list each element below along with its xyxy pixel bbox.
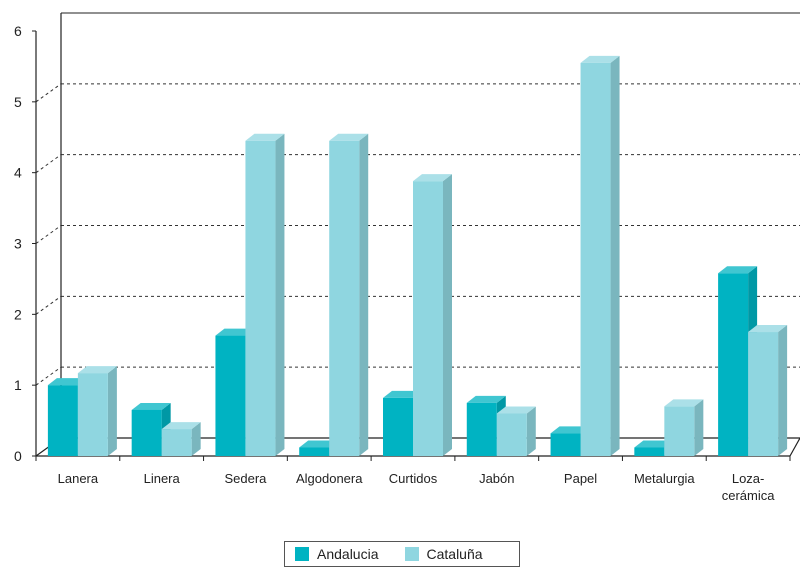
legend: Andalucia Cataluña [284, 541, 520, 567]
bar-top [161, 422, 201, 430]
bar-top [413, 174, 452, 182]
gridline-side-1 [35, 366, 62, 386]
legend-label-cataluna: Cataluña [426, 546, 483, 562]
bar-front [329, 140, 360, 456]
bar-top [664, 399, 704, 407]
tick-labels: 0 1 2 3 4 5 6 Lanera Linera Sedera Algodonera Curti… [14, 23, 775, 503]
gridlines [35, 83, 800, 386]
bar-top [299, 440, 339, 448]
bar-top [215, 328, 255, 336]
gridline-side-5 [35, 83, 62, 103]
y-tick-label-0: 0 [14, 448, 22, 464]
legend-item-andalucia: Andalucia [295, 546, 379, 562]
bar-cataluña-4 [413, 174, 452, 456]
bar-cataluña-6 [580, 55, 620, 456]
bar-side [359, 133, 369, 456]
gridline-side-2 [35, 295, 62, 315]
floor-right-edge [789, 437, 800, 457]
bar-side [610, 55, 620, 456]
legend-swatch-andalucia [295, 547, 309, 561]
gridline-side-4 [35, 154, 62, 174]
bar-front [496, 413, 527, 456]
bar-cataluña-1 [161, 422, 201, 456]
x-tick-label-6: Papel [564, 471, 597, 486]
x-tick-label-2: Sedera [224, 471, 267, 486]
bar-cataluña-8 [748, 325, 788, 456]
bar-front [131, 409, 162, 456]
bars [47, 55, 788, 456]
bar-front [299, 447, 330, 456]
bar-top [383, 390, 422, 398]
x-tick-label-0: Lanera [58, 471, 99, 486]
legend-swatch-cataluna [404, 547, 419, 561]
bar-front [245, 140, 276, 456]
bar-front [161, 429, 192, 456]
bar-front [634, 447, 665, 456]
bar-side [275, 133, 285, 456]
bar-side [778, 325, 788, 456]
x-tick-label-5: Jabón [479, 471, 514, 486]
bar-front [748, 332, 779, 456]
bar-top [329, 133, 369, 141]
bar-cataluña-7 [664, 399, 704, 456]
bar-front [383, 397, 413, 456]
bar-front [550, 433, 581, 456]
bar-front [466, 402, 497, 456]
bar-side [694, 399, 704, 456]
bar-top [580, 55, 620, 63]
bar-top [496, 406, 536, 414]
x-tick-label-8-1: cerámica [722, 488, 776, 503]
bar-cataluña-5 [496, 406, 536, 456]
bar-top [748, 325, 788, 333]
bar-chart: 0 1 2 3 4 5 6 Lanera Linera Sedera Algodonera Curti… [14, 12, 800, 503]
bar-top [77, 366, 117, 374]
bar-top [550, 426, 590, 434]
bar-top [718, 266, 758, 274]
bar-cataluña-2 [245, 133, 285, 456]
bar-side [526, 406, 536, 456]
bar-front [580, 62, 611, 456]
gridline-side-3 [35, 225, 62, 244]
bar-side [191, 422, 201, 456]
bar-front [77, 373, 108, 456]
bar-cataluña-3 [329, 133, 369, 456]
y-tick-label-1: 1 [14, 377, 22, 393]
bar-side [107, 366, 117, 456]
bar-front [47, 385, 78, 456]
bar-front [413, 181, 443, 456]
y-tick-label-2: 2 [14, 306, 22, 322]
x-tick-label-1: Linera [144, 471, 181, 486]
x-tick-label-7: Metalurgia [634, 471, 695, 486]
bar-top [131, 402, 171, 410]
bar-top [466, 395, 506, 403]
bar-front [718, 273, 749, 456]
y-tick-label-3: 3 [14, 236, 22, 252]
y-tick-label-5: 5 [14, 94, 22, 110]
bar-cataluña-0 [77, 366, 117, 456]
bar-top [245, 133, 285, 141]
x-tick-label-3: Algodonera [296, 471, 363, 486]
y-tick-label-4: 4 [14, 165, 22, 181]
x-tick-label-8-0: Loza- [732, 471, 765, 486]
y-tick-label-6: 6 [14, 23, 22, 39]
bar-side [443, 174, 452, 456]
x-tick-label-4: Curtidos [389, 471, 438, 486]
bar-front [664, 406, 695, 456]
bar-top [634, 440, 674, 448]
legend-label-andalucia: Andalucia [317, 546, 379, 562]
bar-front [215, 335, 246, 456]
legend-item-cataluna: Cataluña [404, 546, 483, 562]
bar-top [47, 378, 87, 386]
